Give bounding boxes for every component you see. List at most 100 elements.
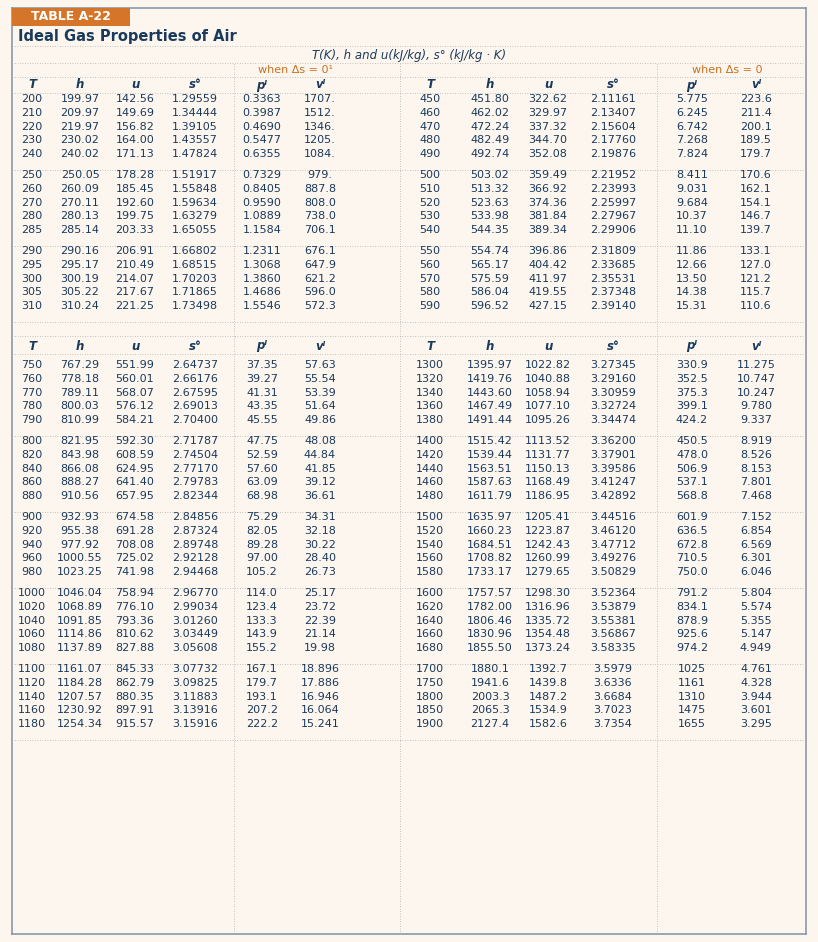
Text: s°: s° [607,78,619,91]
Text: 114.0: 114.0 [246,588,278,598]
Text: 758.94: 758.94 [115,588,155,598]
Text: 280.13: 280.13 [61,211,100,221]
Text: 170.6: 170.6 [740,170,772,180]
Text: 21.14: 21.14 [304,629,336,640]
Text: vᴵ: vᴵ [751,78,762,91]
Text: 533.98: 533.98 [470,211,510,221]
Text: 199.97: 199.97 [61,94,100,104]
Text: 2.96770: 2.96770 [172,588,218,598]
Text: 63.09: 63.09 [246,478,278,487]
Text: 596.52: 596.52 [470,301,510,311]
Text: 878.9: 878.9 [676,616,708,625]
Text: 3.944: 3.944 [740,691,772,702]
Text: 240: 240 [21,149,43,159]
Text: 1207.57: 1207.57 [57,691,103,702]
Text: 3.27345: 3.27345 [590,360,636,370]
Text: 1392.7: 1392.7 [528,664,568,674]
Text: 10.747: 10.747 [736,374,775,383]
Text: 1419.76: 1419.76 [467,374,513,383]
Text: 2.39140: 2.39140 [590,301,636,311]
Text: 179.7: 179.7 [246,678,278,688]
Text: 366.92: 366.92 [528,184,568,194]
Text: 75.29: 75.29 [246,512,278,522]
Text: 1000.55: 1000.55 [57,553,103,563]
Text: 11.86: 11.86 [676,246,708,256]
Text: 3.05608: 3.05608 [172,643,218,653]
Text: 1360: 1360 [416,401,444,412]
Text: 164.00: 164.00 [115,136,155,145]
Text: 171.13: 171.13 [115,149,155,159]
Text: 1655: 1655 [678,719,706,729]
Text: 219.97: 219.97 [61,122,100,132]
Text: 34.31: 34.31 [304,512,336,522]
Text: 203.33: 203.33 [115,225,155,236]
Text: 789.11: 789.11 [61,387,100,398]
Text: 7.824: 7.824 [676,149,708,159]
Text: 674.58: 674.58 [115,512,155,522]
Text: 725.02: 725.02 [115,553,155,563]
Text: 230.02: 230.02 [61,136,100,145]
Text: 155.2: 155.2 [246,643,278,653]
Text: 780: 780 [21,401,43,412]
Text: 530: 530 [420,211,441,221]
Text: 260.09: 260.09 [61,184,100,194]
Text: 897.91: 897.91 [115,706,155,715]
Text: 450: 450 [420,94,441,104]
Text: 1000: 1000 [18,588,46,598]
Text: 520: 520 [420,198,441,207]
Text: 221.25: 221.25 [115,301,155,311]
Text: 1.66802: 1.66802 [172,246,218,256]
Text: 45.55: 45.55 [246,415,278,425]
Text: 427.15: 427.15 [528,301,568,311]
Text: 1520: 1520 [416,526,444,536]
Text: 230: 230 [21,136,43,145]
Text: 910.56: 910.56 [61,491,99,501]
Text: 1.3068: 1.3068 [243,260,281,269]
Text: 1040.88: 1040.88 [525,374,571,383]
Text: 572.3: 572.3 [304,301,336,311]
Text: 143.9: 143.9 [246,629,278,640]
Text: 451.80: 451.80 [470,94,510,104]
Text: 560.01: 560.01 [115,374,155,383]
Text: 550: 550 [420,246,441,256]
Text: 14.38: 14.38 [676,287,708,298]
Text: 43.35: 43.35 [246,401,278,412]
Text: 3.34474: 3.34474 [590,415,636,425]
Text: 1475: 1475 [678,706,706,715]
Text: u: u [131,339,139,352]
Text: 790: 790 [21,415,43,425]
Text: 329.97: 329.97 [528,107,568,118]
Text: 89.28: 89.28 [246,540,278,549]
Text: 1582.6: 1582.6 [528,719,568,729]
Text: vᴵ: vᴵ [751,339,762,352]
Text: 1186.95: 1186.95 [525,491,571,501]
Text: s°: s° [607,339,619,352]
Text: 5.775: 5.775 [676,94,708,104]
Text: 2.94468: 2.94468 [172,567,218,577]
Text: 1.73498: 1.73498 [172,301,218,311]
Text: 9.684: 9.684 [676,198,708,207]
Text: 1500: 1500 [416,512,444,522]
Text: 575.59: 575.59 [470,273,510,284]
Text: 1230.92: 1230.92 [57,706,103,715]
Text: 16.064: 16.064 [301,706,339,715]
Text: 23.72: 23.72 [304,602,336,611]
Text: 800.03: 800.03 [61,401,99,412]
Text: 4.328: 4.328 [740,678,772,688]
Text: 1205.41: 1205.41 [525,512,571,522]
Text: 211.4: 211.4 [740,107,772,118]
Text: 1733.17: 1733.17 [467,567,513,577]
Text: 2.31809: 2.31809 [590,246,636,256]
Text: 1539.44: 1539.44 [467,449,513,460]
Text: 2.69013: 2.69013 [172,401,218,412]
Text: 596.0: 596.0 [304,287,336,298]
Text: Ideal Gas Properties of Air: Ideal Gas Properties of Air [18,29,236,44]
Text: when Δs = 0¹: when Δs = 0¹ [258,65,332,75]
Text: 1346.: 1346. [304,122,336,132]
Text: 2.15604: 2.15604 [590,122,636,132]
Text: 0.3987: 0.3987 [242,107,281,118]
Text: 22.39: 22.39 [304,616,336,625]
Text: 3.6684: 3.6684 [594,691,632,702]
Text: 1.43557: 1.43557 [172,136,218,145]
Text: 139.7: 139.7 [740,225,772,236]
